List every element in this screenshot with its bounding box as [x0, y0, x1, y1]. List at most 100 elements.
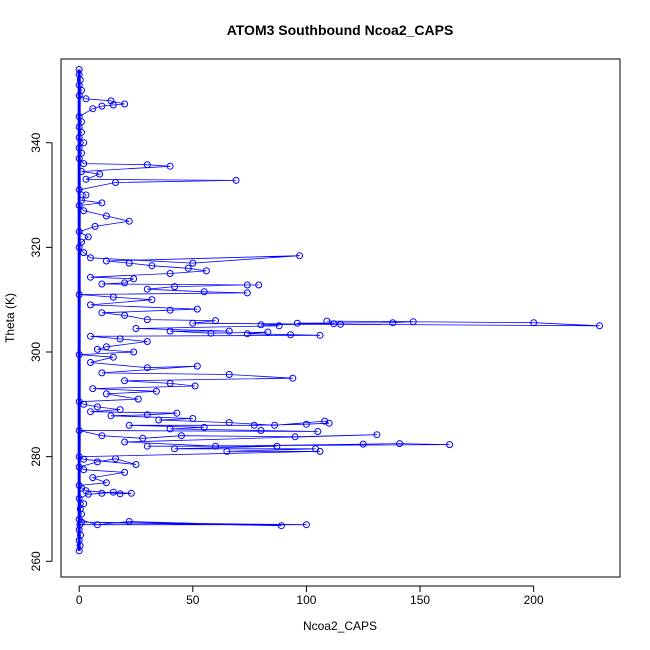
data-point: [80, 207, 88, 215]
x-tick-label: 0: [76, 593, 83, 607]
data-point: [596, 322, 603, 330]
data-point: [84, 233, 92, 241]
data-point: [166, 327, 174, 335]
data-point: [102, 479, 110, 487]
data-point: [112, 179, 119, 186]
data-point: [93, 403, 101, 411]
data-point: [250, 421, 258, 429]
data-point: [121, 279, 129, 287]
data-point: [98, 432, 106, 440]
data-point: [109, 488, 117, 496]
data-point: [93, 345, 101, 353]
data-point: [193, 305, 201, 313]
data-point: [271, 421, 279, 429]
data-point: [291, 433, 299, 441]
data-point: [98, 102, 106, 110]
data-point: [93, 458, 101, 466]
data-point: [84, 490, 92, 498]
y-axis-label: Theta (K): [3, 293, 17, 343]
y-tick-label: 280: [29, 446, 43, 466]
data-point: [189, 259, 197, 267]
data-point: [373, 431, 381, 439]
data-point: [312, 445, 319, 453]
data-point: [325, 419, 333, 427]
data-point: [177, 432, 185, 440]
data-point: [125, 518, 133, 525]
data-point: [359, 440, 367, 448]
chart-title: ATOM3 Southbound Ncoa2_CAPS: [227, 22, 454, 38]
data-point: [166, 425, 174, 433]
data-point: [125, 217, 133, 225]
y-tick-label: 320: [29, 237, 43, 257]
data-point: [287, 331, 294, 339]
data-point: [316, 331, 324, 339]
data-point: [225, 419, 233, 427]
x-axis: 0 50 100 150 200: [76, 585, 544, 607]
data-point: [289, 374, 297, 382]
data-point: [243, 281, 251, 289]
data-point: [323, 317, 331, 325]
data-point: [275, 322, 283, 330]
data-point: [87, 408, 94, 416]
data-point: [125, 421, 133, 429]
series-line: [77, 69, 600, 551]
data-point: [98, 199, 106, 207]
data-point: [93, 521, 101, 529]
data-point: [87, 254, 94, 262]
data-point: [102, 257, 110, 265]
data-point: [98, 489, 106, 497]
data-point: [139, 434, 147, 442]
data-point: [232, 176, 240, 184]
data-point: [143, 161, 151, 169]
data-point: [109, 293, 117, 301]
data-point: [171, 283, 179, 291]
data-point: [132, 461, 140, 468]
data-point: [200, 423, 208, 431]
data-point: [243, 330, 251, 338]
data-point: [296, 252, 304, 260]
data-point: [89, 105, 97, 113]
data-point: [143, 442, 151, 450]
data-point: [89, 385, 97, 393]
data-point: [102, 390, 110, 398]
data-point: [166, 379, 174, 387]
data-point: [132, 325, 140, 332]
data-point: [330, 320, 338, 328]
data-point: [102, 212, 110, 220]
data-point: [98, 280, 106, 288]
data-point: [125, 259, 133, 267]
data-point: [143, 316, 151, 324]
data-point: [130, 348, 138, 356]
data-point: [107, 97, 115, 105]
data-point: [212, 442, 219, 450]
data-point: [80, 500, 88, 508]
data-point: [87, 332, 94, 340]
data-point: [121, 100, 129, 108]
data-point: [102, 343, 110, 351]
x-tick-label: 100: [296, 593, 316, 607]
data-point: [409, 318, 417, 326]
data-point: [302, 420, 310, 428]
data-point: [152, 387, 160, 395]
y-tick-label: 300: [29, 342, 43, 362]
data-point: [207, 329, 215, 337]
x-axis-label: Ncoa2_CAPS: [303, 619, 377, 633]
data-point: [257, 427, 265, 434]
data-point: [80, 249, 88, 257]
data-point: [130, 275, 138, 283]
data-point: [96, 170, 104, 178]
data-point: [202, 267, 210, 275]
data-point: [121, 377, 129, 385]
data-point: [116, 490, 124, 498]
data-point: [91, 222, 99, 230]
data-point: [337, 320, 344, 328]
data-point: [243, 289, 251, 297]
data-point: [200, 288, 208, 296]
data-point: [530, 319, 538, 327]
data-point: [255, 281, 263, 289]
data-point: [189, 415, 197, 422]
data-point: [155, 416, 163, 424]
data-point: [314, 428, 322, 435]
data-point: [166, 162, 174, 170]
